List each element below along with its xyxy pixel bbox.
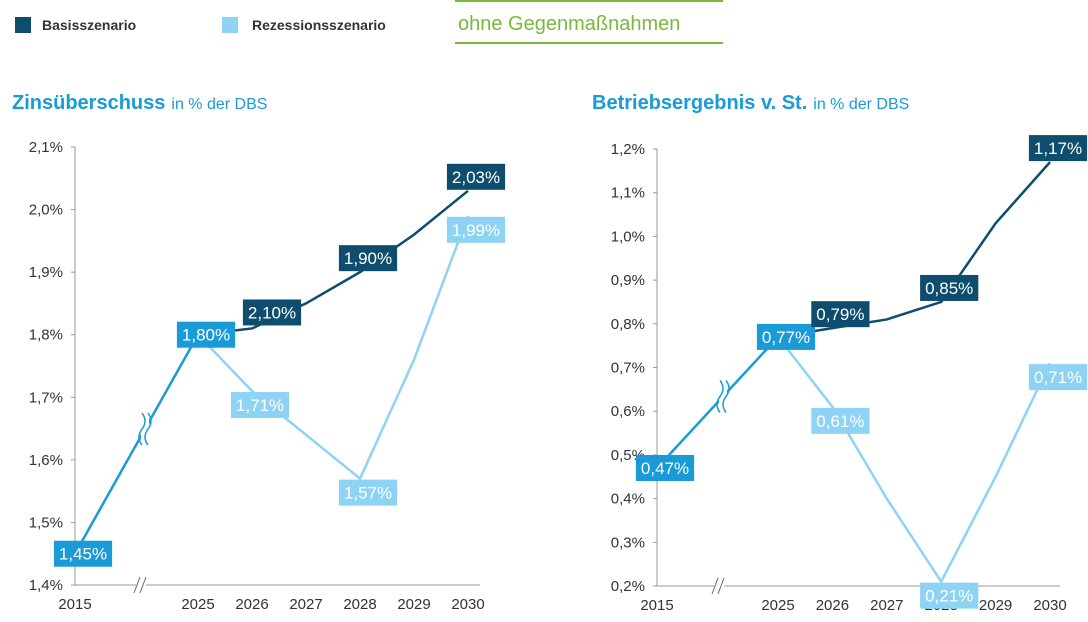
chart-subtitle: in % der DBS [171, 96, 267, 113]
y-tick-label: 1,4% [29, 577, 63, 594]
series-line [197, 189, 469, 336]
value-label-box [1028, 135, 1088, 162]
value-label: 0,85% [925, 279, 973, 298]
x-tick-label: 2026 [816, 597, 849, 614]
value-label: 0,71% [1034, 368, 1082, 387]
value-label-box [811, 407, 870, 434]
chart-title: Betriebsergebnis v. St. [592, 92, 807, 114]
value-label: 0,79% [816, 305, 864, 324]
y-tick-label: 0,3% [611, 534, 645, 551]
x-tick-label: 2030 [451, 596, 484, 613]
x-tick-label: 2028 [343, 596, 376, 613]
chart-title: Zinsüberschuss [12, 92, 165, 114]
axis-break [711, 577, 725, 595]
x-tick-label: 2025 [761, 597, 794, 614]
value-label: 1,80% [182, 326, 230, 345]
y-tick-label: 1,5% [29, 514, 63, 531]
y-tick-label: 0,2% [611, 578, 645, 595]
value-label: 1,45% [59, 545, 107, 564]
y-tick-label: 0,7% [611, 360, 645, 377]
x-tick-label: 2015 [640, 597, 673, 614]
series-line [777, 336, 1052, 585]
y-tick-label: 0,4% [611, 491, 645, 508]
y-tick-label: 1,9% [29, 264, 63, 281]
value-label-box [1028, 364, 1088, 391]
x-tick-label: 2030 [1033, 597, 1066, 614]
line-break [138, 412, 152, 446]
value-label: 1,57% [344, 484, 392, 503]
y-tick-label: 1,8% [29, 327, 63, 344]
legend-swatch [222, 17, 238, 33]
value-label-box [242, 299, 302, 326]
value-label: 2,10% [248, 303, 296, 322]
y-tick-label: 2,0% [29, 202, 63, 219]
chart-subtitle: in % der DBS [813, 96, 909, 113]
x-tick-label: 2029 [397, 596, 430, 613]
line-break-gap [141, 413, 149, 446]
value-label-box [338, 479, 398, 506]
x-tick-label: 2027 [870, 597, 903, 614]
value-label-box [338, 245, 398, 272]
series-line [777, 161, 1051, 339]
value-label: 0,77% [762, 328, 810, 347]
value-label-box [230, 392, 290, 419]
x-tick-label: 2029 [979, 597, 1012, 614]
legend-label: Rezessionsszenario [252, 17, 386, 33]
value-label-box [756, 323, 816, 350]
history-line [73, 334, 200, 555]
value-label-box [635, 455, 695, 482]
y-tick-label: 1,0% [611, 228, 645, 245]
line-break-gap [719, 380, 727, 413]
value-label-box [446, 163, 506, 190]
value-label-box [811, 301, 870, 328]
value-label-box [176, 321, 236, 348]
axis-break [133, 576, 147, 594]
value-label-box [920, 274, 979, 301]
scenario-note: ohne Gegenmaßnahmen [458, 13, 680, 35]
legend-swatch [15, 17, 31, 33]
series-line [197, 215, 470, 481]
value-label: 0,21% [925, 587, 973, 606]
y-tick-label: 0,6% [611, 403, 645, 420]
value-label-box [446, 216, 506, 243]
value-label: 1,90% [344, 249, 392, 268]
y-tick-label: 1,2% [611, 141, 645, 158]
legend-label: Basisszenario [42, 17, 136, 33]
value-label-box [53, 540, 113, 567]
line-break [716, 380, 730, 413]
y-tick-label: 2,1% [29, 139, 63, 156]
y-tick-label: 1,6% [29, 452, 63, 469]
value-label: 2,03% [452, 168, 500, 187]
value-label: 1,17% [1034, 139, 1082, 158]
x-tick-label: 2015 [58, 596, 91, 613]
y-tick-label: 0,9% [611, 272, 645, 289]
x-tick-label: 2026 [235, 596, 268, 613]
value-label-box [920, 582, 979, 609]
x-tick-label: 2025 [181, 596, 214, 613]
value-label: 0,47% [641, 459, 689, 478]
y-tick-label: 1,7% [29, 389, 63, 406]
x-tick-label: 2027 [289, 596, 322, 613]
y-tick-label: 0,8% [611, 316, 645, 333]
y-tick-label: 1,1% [611, 185, 645, 202]
value-label: 1,99% [452, 221, 500, 240]
value-label: 0,61% [816, 412, 864, 431]
value-label: 1,71% [236, 396, 284, 415]
